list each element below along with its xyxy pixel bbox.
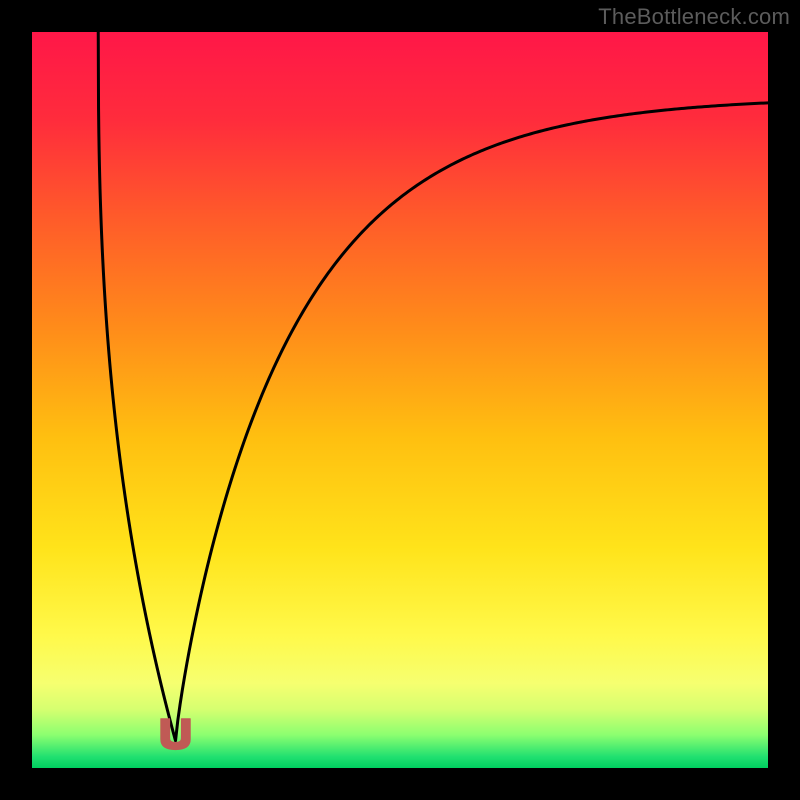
plot-background (32, 32, 768, 768)
chart-svg (0, 0, 800, 800)
chart-stage: TheBottleneck.com (0, 0, 800, 800)
